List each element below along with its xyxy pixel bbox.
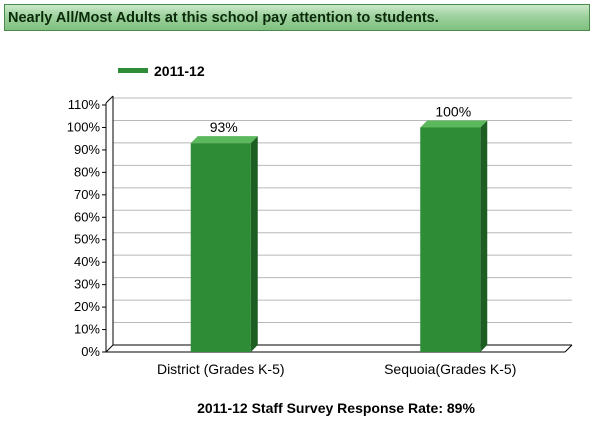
chart-title: Nearly All/Most Adults at this school pa… <box>8 9 439 26</box>
bar <box>190 143 251 352</box>
response-rate-footer: 2011-12 Staff Survey Response Rate: 89% <box>197 400 475 416</box>
bar-top <box>420 120 488 128</box>
y-tick-label: 80% <box>74 164 100 179</box>
y-tick-label: 40% <box>74 254 100 269</box>
y-tick-label: 70% <box>74 187 100 202</box>
y-tick-label: 110% <box>68 97 101 112</box>
x-category-label: Sequoia(Grades K-5) <box>384 361 516 377</box>
x-axis-right-edge <box>564 344 573 353</box>
y-tick-label: 60% <box>74 209 100 224</box>
y-tick-label: 20% <box>74 299 100 314</box>
legend-label-2011-12: 2011-12 <box>154 63 205 79</box>
legend-swatch-2011-12 <box>118 68 148 73</box>
chart-title-banner: Nearly All/Most Adults at this school pa… <box>4 4 590 31</box>
labels: 93% District (Grades K-5) 100% Sequoia(Grad… <box>157 103 516 377</box>
y-tick-label: 0% <box>81 344 100 359</box>
data-label: 100% <box>435 103 471 119</box>
grid-lines <box>113 97 572 324</box>
bar-side <box>250 136 258 352</box>
x-axis-left-edge <box>105 344 114 353</box>
axes: 0% 10% 20% 30% 40% 50% 60% 70% 80% 90% 100% 110% <box>67 95 573 359</box>
y-tick-label: 10% <box>74 322 100 337</box>
y-tick-label: 30% <box>74 277 100 292</box>
bar <box>420 127 481 352</box>
y-tick-label: 100% <box>67 119 101 134</box>
bars <box>190 120 488 352</box>
y-tick-label: 50% <box>74 232 100 247</box>
data-label: 93% <box>210 119 238 135</box>
y-axis-top-edge <box>105 95 114 104</box>
x-category-label: District (Grades K-5) <box>157 361 285 377</box>
y-tick-label: 90% <box>74 142 100 157</box>
bar-side <box>480 120 488 352</box>
bar-top <box>190 136 258 144</box>
legend: 2011-12 <box>118 63 205 79</box>
